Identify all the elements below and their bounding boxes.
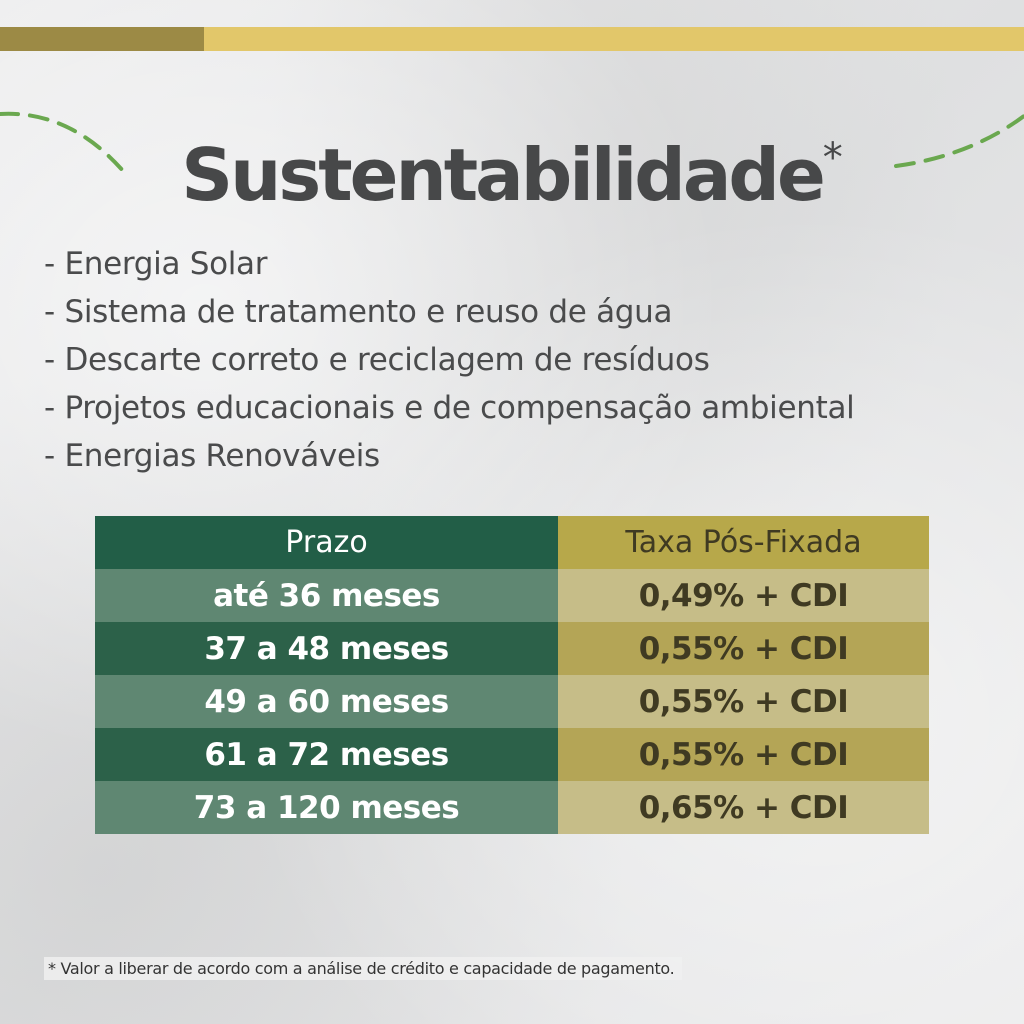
header-taxa: Taxa Pós-Fixada bbox=[558, 516, 929, 569]
header-prazo: Prazo bbox=[95, 516, 558, 569]
prazo-cell: 37 a 48 meses bbox=[95, 622, 558, 675]
prazo-cell: 73 a 120 meses bbox=[95, 781, 558, 834]
prazo-cell: até 36 meses bbox=[95, 569, 558, 622]
top-accent-bar bbox=[0, 27, 1024, 51]
title-asterisk: * bbox=[822, 135, 843, 181]
prazo-cell: 61 a 72 meses bbox=[95, 728, 558, 781]
taxa-cell: 0,65% + CDI bbox=[558, 781, 929, 834]
page-title: Sustentabilidade* bbox=[0, 130, 1024, 220]
list-item: - Projetos educacionais e de compensação… bbox=[44, 390, 855, 426]
title-text: Sustentabilidade bbox=[181, 133, 826, 217]
top-bar-light-segment bbox=[204, 27, 1024, 51]
list-item: - Sistema de tratamento e reuso de água bbox=[44, 294, 673, 330]
table-row: 37 a 48 meses 0,55% + CDI bbox=[95, 622, 929, 675]
taxa-cell: 0,55% + CDI bbox=[558, 728, 929, 781]
feature-list: - Energia Solar - Sistema de tratamento … bbox=[44, 240, 855, 480]
table-header-row: Prazo Taxa Pós-Fixada bbox=[95, 516, 929, 569]
taxa-cell: 0,49% + CDI bbox=[558, 569, 929, 622]
rates-table: Prazo Taxa Pós-Fixada até 36 meses 0,49%… bbox=[95, 516, 929, 834]
table-row: 73 a 120 meses 0,65% + CDI bbox=[95, 781, 929, 834]
prazo-cell: 49 a 60 meses bbox=[95, 675, 558, 728]
top-bar-dark-segment bbox=[0, 27, 204, 51]
taxa-cell: 0,55% + CDI bbox=[558, 622, 929, 675]
table-row: até 36 meses 0,49% + CDI bbox=[95, 569, 929, 622]
list-item: - Energia Solar bbox=[44, 246, 268, 282]
list-item: - Energias Renováveis bbox=[44, 438, 380, 474]
table-row: 61 a 72 meses 0,55% + CDI bbox=[95, 728, 929, 781]
list-item: - Descarte correto e reciclagem de resíd… bbox=[44, 342, 710, 378]
footnote: * Valor a liberar de acordo com a anális… bbox=[44, 957, 683, 980]
table-row: 49 a 60 meses 0,55% + CDI bbox=[95, 675, 929, 728]
left-dashed-curve bbox=[0, 111, 126, 174]
taxa-cell: 0,55% + CDI bbox=[558, 675, 929, 728]
right-dashed-curve bbox=[894, 114, 1024, 168]
